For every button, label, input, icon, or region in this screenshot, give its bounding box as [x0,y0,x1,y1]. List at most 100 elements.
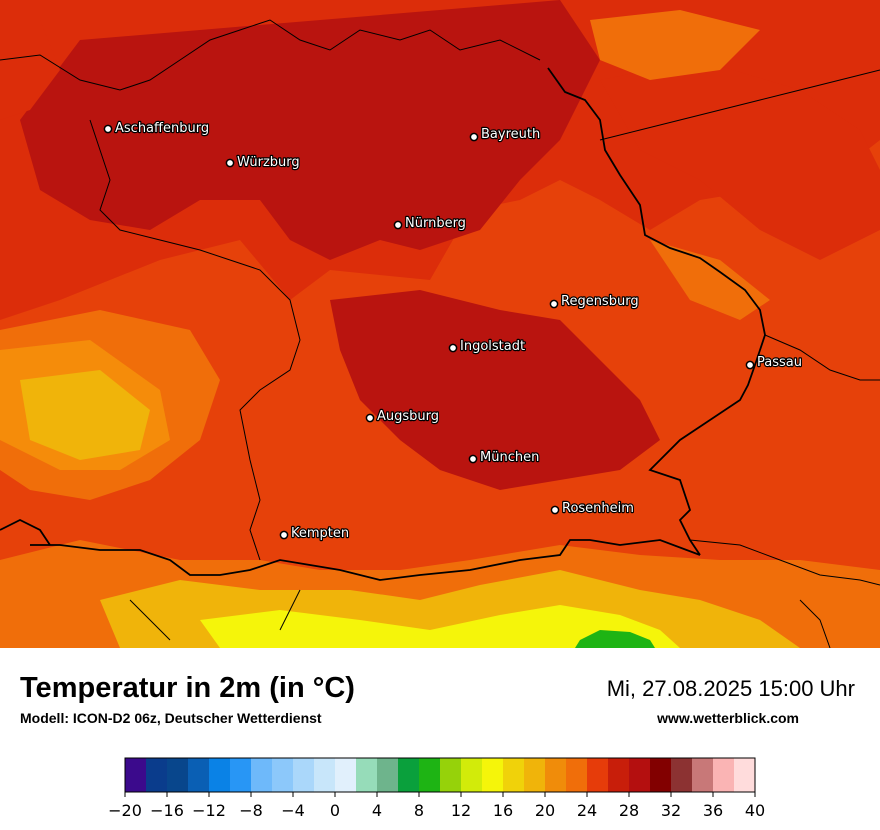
legend-swatch [524,758,546,792]
border-czech-inner [599,69,880,141]
city-rosenheim: Rosenheim [550,500,635,517]
city-muenchen: München [468,449,541,466]
legend-tick-label: 28 [619,801,639,820]
legend-swatch [167,758,189,792]
city-dot [279,530,289,540]
city-dot [448,343,458,353]
legend-tick-label: −8 [239,801,263,820]
legend-swatch [545,758,567,792]
city-label: Bayreuth [481,127,540,142]
city-dot [225,158,235,168]
city-bayreuth: Bayreuth [469,126,541,143]
minor-borders [0,19,880,648]
city-ingolstadt: Ingolstadt [448,338,526,355]
city-label: Passau [757,355,802,370]
legend-swatch [482,758,504,792]
region-fichtel [590,10,760,80]
legend-swatch [461,758,483,792]
city-dot [365,413,375,423]
legend-swatch [293,758,315,792]
color-legend: −20 −16 −12 −8 −4 0 4 8 12 16 20 24 28 32 36 40 [108,757,765,820]
legend-swatch [335,758,357,792]
border-salzburg [799,599,831,648]
legend-swatch [671,758,693,792]
map-title: Temperatur in 2m (in °C) [20,672,355,704]
city-label: München [480,450,539,465]
city-dot [469,132,479,142]
border-austria-east [764,334,880,381]
legend-swatch [503,758,525,792]
legend-tick-label: 16 [493,801,513,820]
legend-swatch [230,758,252,792]
legend-swatch [629,758,651,792]
legend-swatch [251,758,273,792]
legend-frame [124,757,756,793]
city-dot [103,124,113,134]
legend-tick-label: 12 [451,801,471,820]
border-tyrol [279,589,301,631]
city-wuerzburg: Würzburg [225,154,301,171]
legend-swatch [734,758,756,792]
legend-swatch [125,758,147,792]
city-dot [393,220,403,230]
legend-swatch [650,758,672,792]
city-dot [550,505,560,515]
legend-swatch [608,758,630,792]
forecast-datetime: Mi, 27.08.2025 15:00 Uhr [606,676,855,701]
border-swiss [129,599,171,641]
legend-swatch [209,758,231,792]
legend-swatch [419,758,441,792]
city-dot [468,454,478,464]
legend-tick-label: −16 [150,801,184,820]
map-svg: Aschaffenburg Würzburg Bayreuth Nürnberg… [0,0,880,648]
region-bavarian-forest [600,60,880,260]
city-label: Würzburg [237,155,300,170]
city-label: Nürnberg [405,216,466,231]
city-aschaffenburg: Aschaffenburg [103,120,210,137]
legend-swatch [188,758,210,792]
legend-swatch [566,758,588,792]
legend-tick-label: 4 [372,801,382,820]
region-forest-cool [650,240,770,320]
city-augsburg: Augsburg [365,408,440,425]
legend-swatches [125,758,756,792]
legend-tick-label: −20 [108,801,142,820]
city-kempten: Kempten [279,525,350,542]
border-alps [30,539,701,581]
map-subtitle: Modell: ICON-D2 06z, Deutscher Wetterdie… [20,710,322,726]
region-swabian-jura [20,370,150,460]
city-label: Aschaffenburg [115,121,209,136]
city-dot [745,360,755,370]
legend-swatch [146,758,168,792]
city-markers: Aschaffenburg Würzburg Bayreuth Nürnberg… [103,120,803,542]
legend-tick-label: 0 [330,801,340,820]
legend-tick-label: −4 [281,801,305,820]
legend-tick-label: 8 [414,801,424,820]
city-passau: Passau [745,354,803,371]
legend-swatch [587,758,609,792]
footer: Temperatur in 2m (in °C) Modell: ICON-D2… [0,648,880,830]
border-lake-constance [0,518,51,546]
region-franconia-hot [20,0,600,260]
region-danube-hot [330,290,660,490]
legend-tick-label: 24 [577,801,597,820]
legend-swatch [314,758,336,792]
border-north [0,19,541,91]
region-spessart [0,0,60,120]
legend-ticks: −20 −16 −12 −8 −4 0 4 8 12 16 20 24 28 32 36 40 [108,792,765,820]
city-label: Ingolstadt [460,339,525,354]
city-dot [549,299,559,309]
city-nuernberg: Nürnberg [393,215,467,232]
legend-swatch [272,758,294,792]
website-link[interactable]: www.wetterblick.com [657,710,799,726]
border-west [89,119,301,561]
legend-tick-label: 40 [745,801,765,820]
city-label: Augsburg [377,409,439,424]
legend-tick-label: 32 [661,801,681,820]
legend-tick-label: −12 [192,801,226,820]
legend-swatch [713,758,735,792]
legend-swatch [692,758,714,792]
city-regensburg: Regensburg [549,293,640,310]
city-label: Regensburg [561,294,639,309]
legend-tick-label: 20 [535,801,555,820]
